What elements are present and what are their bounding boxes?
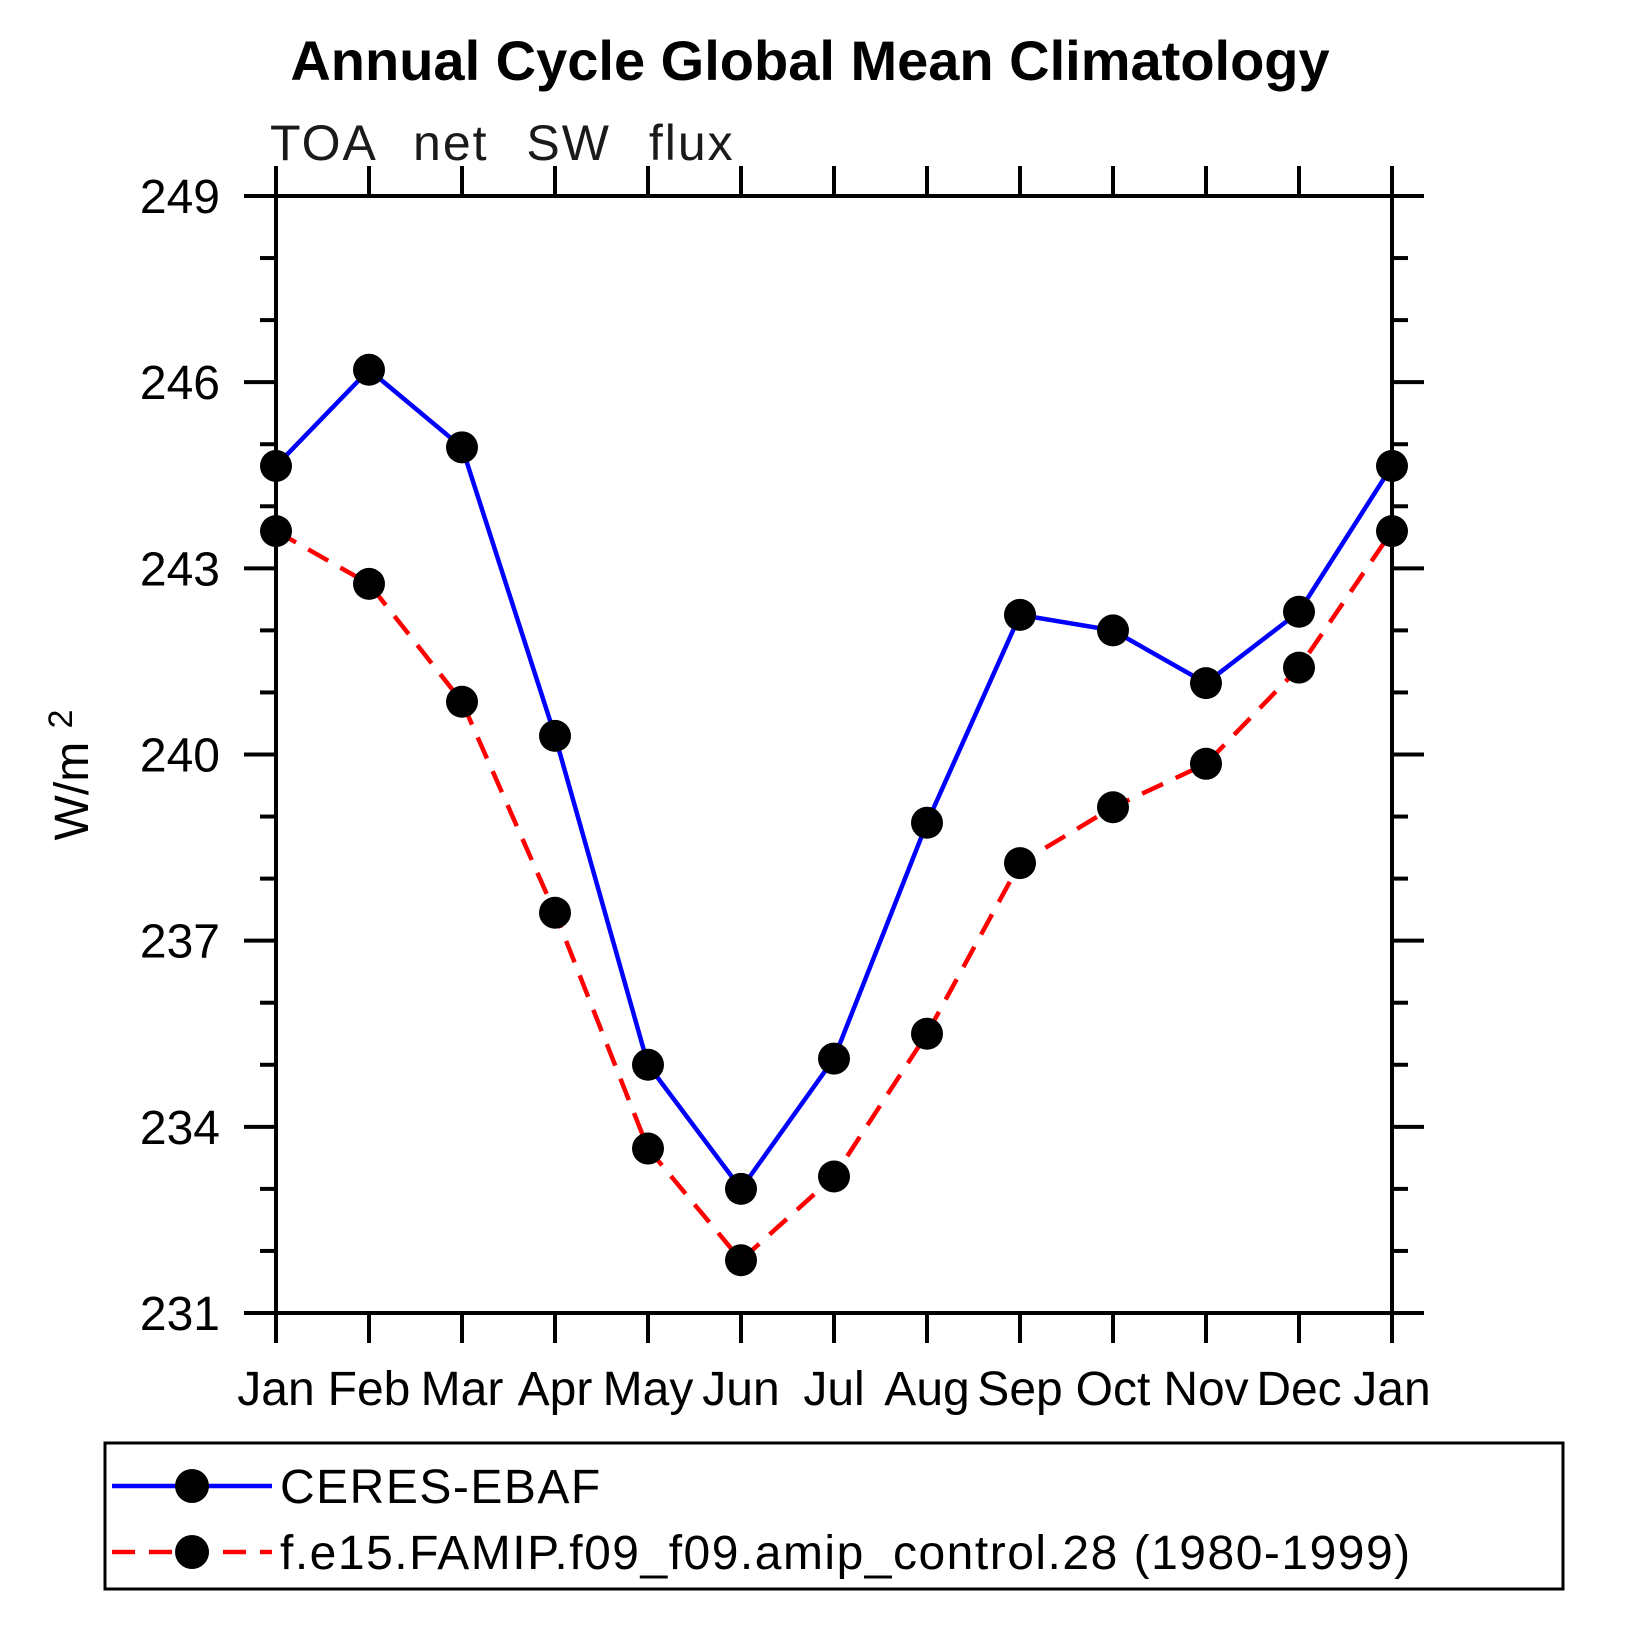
legend-marker [175,1469,209,1503]
data-point-marker [1283,651,1315,684]
x-axis-tick-label: Apr [518,1363,593,1416]
data-point-marker [1376,449,1408,482]
legend-marker [175,1535,209,1569]
data-point-marker [818,1042,850,1075]
y-axis-title-exponent: 2 [42,710,80,729]
x-axis-tick-label: Oct [1076,1363,1151,1416]
x-axis-tick-label: Nov [1163,1363,1248,1416]
data-point-marker [539,719,571,752]
axis-labels: 231 234 237 240 243 246 249 Jan Feb Mar Apr May Jun J… [140,171,1431,1416]
legend-box [103,1441,1565,1591]
data-series [260,353,1408,1277]
data-point-marker [446,431,478,464]
x-axis-tick-label: Feb [328,1363,411,1416]
legend: CERES-EBAF f.e15.FAMIP.f09_f09.amip_contr… [112,1461,1412,1580]
x-axis-tick-label: Aug [884,1363,969,1416]
data-point-marker [911,1017,943,1050]
axis-ticks [244,166,1424,1343]
x-axis-tick-label: Jan [237,1363,314,1416]
y-axis-tick-label: 246 [140,357,220,410]
plot-frame [274,194,1394,1315]
legend-entry: CERES-EBAF [112,1461,602,1514]
data-point-marker [818,1160,850,1193]
x-axis-tick-label: Mar [421,1363,504,1416]
x-axis-tick-label: Jul [803,1363,864,1416]
data-point-marker [1190,667,1222,700]
data-point-marker [725,1244,757,1277]
data-point-marker [260,449,292,482]
data-point-marker [1376,515,1408,548]
x-axis-tick-label: Dec [1256,1363,1341,1416]
y-axis-title: W/m 2 [42,710,99,841]
x-axis-tick-label: Sep [977,1363,1062,1416]
legend-label: CERES-EBAF [280,1461,602,1514]
data-point-marker [632,1132,664,1165]
x-axis-tick-label: Jan [1353,1363,1430,1416]
y-axis-tick-label: 243 [140,543,220,596]
x-axis-tick-label: Jun [702,1363,779,1416]
legend-entry: f.e15.FAMIP.f09_f09.amip_control.28 (198… [112,1527,1412,1580]
data-point-marker [725,1172,757,1205]
data-point-marker [539,896,571,929]
data-point-marker [353,353,385,386]
data-point-marker [911,806,943,839]
data-point-marker [1190,747,1222,780]
legend-label: f.e15.FAMIP.f09_f09.amip_control.28 (198… [280,1527,1412,1580]
data-point-marker [446,685,478,718]
y-axis-tick-label: 234 [140,1102,220,1155]
data-point-marker [1097,791,1129,824]
x-axis-tick-label: May [603,1363,694,1416]
y-axis-tick-label: 237 [140,916,220,969]
data-point-marker [1283,595,1315,628]
series-line-1 [274,529,1394,1264]
y-axis-title-base: W/m [46,742,99,841]
data-point-marker [1097,614,1129,647]
chart-subtitle: TOA net SW flux [270,115,735,171]
data-point-marker [632,1048,664,1081]
data-point-marker [1004,847,1036,880]
y-axis-tick-label: 231 [140,1288,220,1341]
y-axis-tick-label: 249 [140,171,220,224]
chart-title: Annual Cycle Global Mean Climatology [290,29,1329,92]
y-axis-tick-label: 240 [140,730,220,783]
data-point-marker [1004,598,1036,631]
data-point-marker [353,567,385,600]
data-point-marker [260,515,292,548]
